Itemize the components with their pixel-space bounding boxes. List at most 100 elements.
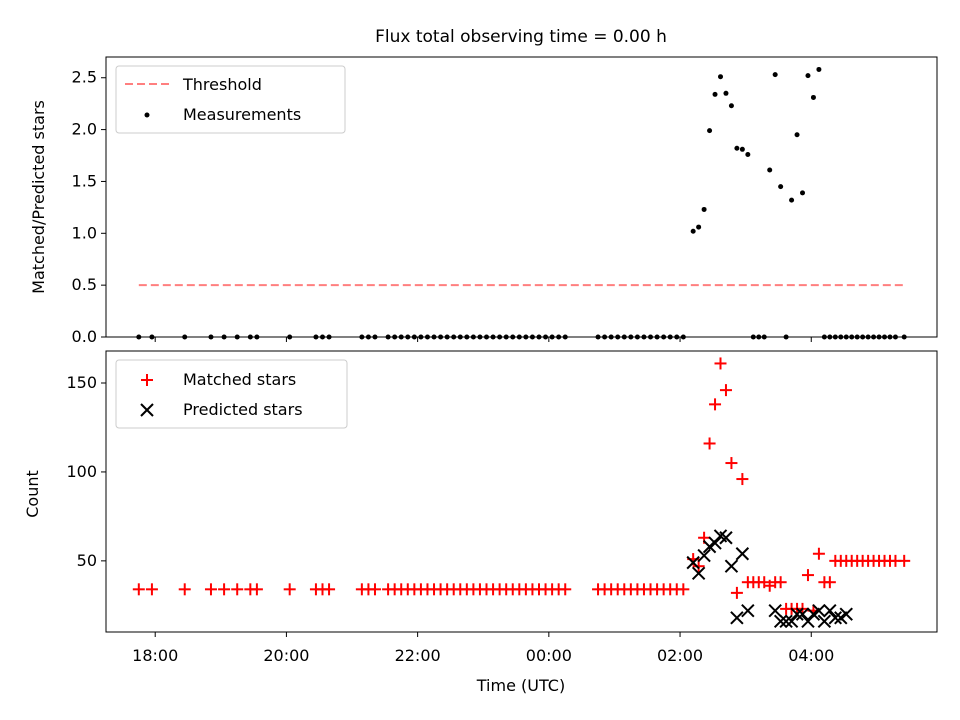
x-tick-label: 00:00 xyxy=(526,646,572,665)
top-axes-frame xyxy=(105,56,938,338)
predicted-star-point xyxy=(812,603,826,618)
measurement-point xyxy=(778,184,784,190)
predicted-star-point xyxy=(784,614,799,629)
predicted-star-point xyxy=(773,614,788,629)
bottom-plot-area xyxy=(132,357,911,629)
measurement-point xyxy=(767,167,773,173)
measurement-point xyxy=(800,190,806,196)
top-y-axis-label: Matched/Predicted stars xyxy=(29,100,48,294)
matched-star-point xyxy=(145,583,158,596)
measurement-point xyxy=(772,72,778,78)
measurement-point xyxy=(734,145,740,151)
bottom-y-axis-label: Count xyxy=(23,470,42,518)
bottom-y-tick-label: 100 xyxy=(66,462,97,481)
legend-matched-swatch xyxy=(141,374,153,386)
matched-star-point xyxy=(178,583,191,596)
predicted-star-point xyxy=(735,547,750,561)
top-legend: Threshold Measurements xyxy=(115,65,346,134)
matched-star-point xyxy=(709,398,722,411)
x-tick-label: 04:00 xyxy=(788,646,834,665)
measurement-point xyxy=(789,197,795,203)
top-y-tick-label: 1.5 xyxy=(72,171,97,190)
x-tick-label: 20:00 xyxy=(263,646,309,665)
top-y-tick-label: 0.0 xyxy=(72,327,97,346)
measurement-point xyxy=(745,151,751,157)
measurement-point xyxy=(696,224,702,230)
x-axis-label: Time (UTC) xyxy=(476,676,565,695)
predicted-star-point xyxy=(686,555,700,570)
matched-star-point xyxy=(250,583,263,596)
matched-star-point xyxy=(323,583,336,596)
matched-star-point xyxy=(823,576,836,589)
matched-star-point xyxy=(774,576,787,589)
measurement-point xyxy=(712,91,718,97)
matched-star-point xyxy=(559,583,572,596)
top-y-tick-label: 2.0 xyxy=(72,120,97,139)
measurement-point xyxy=(816,66,822,72)
x-tick-label: 22:00 xyxy=(395,646,441,665)
bottom-x-ticks: 18:00 20:00 22:00 00:00 02:00 04:00 xyxy=(132,632,834,665)
matched-star-point xyxy=(725,457,738,470)
matched-star-point xyxy=(231,583,244,596)
predicted-star-point xyxy=(691,566,706,581)
predicted-star-point xyxy=(801,614,815,629)
bottom-y-tick-label: 150 xyxy=(66,373,97,392)
predicted-star-point xyxy=(828,611,843,625)
measurement-point xyxy=(810,94,816,100)
bottom-y-tick-label: 50 xyxy=(77,551,97,570)
bottom-legend-box xyxy=(115,359,348,429)
measurement-point xyxy=(707,128,713,134)
top-panel: 0.0 0.5 1.0 1.5 2.0 2.5 Matched/Predicted sta… xyxy=(29,56,938,346)
legend-matched-label: Matched stars xyxy=(183,370,296,389)
predicted-star-point xyxy=(697,548,711,563)
matched-star-point xyxy=(801,569,814,582)
top-y-tick-label: 1.0 xyxy=(72,223,97,242)
measurement-point xyxy=(701,206,707,212)
predicted-star-point xyxy=(768,603,782,618)
predicted-star-point xyxy=(839,607,853,621)
measurement-point xyxy=(690,228,696,234)
x-tick-label: 02:00 xyxy=(657,646,703,665)
matched-star-point xyxy=(898,554,911,567)
matched-star-point xyxy=(692,560,705,573)
legend-measurements-label: Measurements xyxy=(183,105,301,124)
matched-star-point xyxy=(204,583,217,596)
top-x-ticks xyxy=(154,337,812,342)
bottom-axes-frame xyxy=(105,350,938,633)
matched-star-point xyxy=(218,583,231,596)
legend-predicted-label: Predicted stars xyxy=(183,400,303,419)
measurement-point xyxy=(723,90,729,96)
predicted-star-point xyxy=(817,614,832,629)
predicted-star-point xyxy=(708,536,722,550)
x-tick-label: 18:00 xyxy=(132,646,178,665)
measurement-point xyxy=(728,103,734,109)
matched-star-point xyxy=(677,583,690,596)
top-y-tick-label: 2.5 xyxy=(72,68,97,87)
top-plot-area xyxy=(136,66,907,340)
predicted-star-point xyxy=(730,611,744,625)
measurement-point xyxy=(718,74,724,80)
predicted-star-point xyxy=(795,607,810,621)
legend-measurements-swatch xyxy=(144,112,150,118)
matched-star-point xyxy=(736,473,749,486)
chart-title: Flux total observing time = 0.00 h xyxy=(375,27,667,47)
predicted-star-point xyxy=(741,603,755,618)
predicted-star-point xyxy=(779,614,793,629)
measurement-point xyxy=(794,132,800,138)
legend-threshold-label: Threshold xyxy=(182,75,262,94)
matched-star-point xyxy=(132,583,145,596)
matched-star-point xyxy=(703,437,716,450)
matched-star-point xyxy=(283,583,296,596)
matched-star-point xyxy=(368,583,381,596)
matched-star-point xyxy=(730,586,743,599)
matched-star-point xyxy=(714,357,727,370)
bottom-legend: Matched stars Predicted stars xyxy=(115,359,348,429)
top-y-tick-label: 0.5 xyxy=(72,275,97,294)
measurement-point xyxy=(739,146,745,152)
top-legend-box xyxy=(115,65,346,134)
predicted-star-point xyxy=(790,607,804,621)
bottom-y-ticks: 50 100 150 xyxy=(66,373,106,570)
top-y-ticks: 0.0 0.5 1.0 1.5 2.0 2.5 xyxy=(72,68,106,346)
